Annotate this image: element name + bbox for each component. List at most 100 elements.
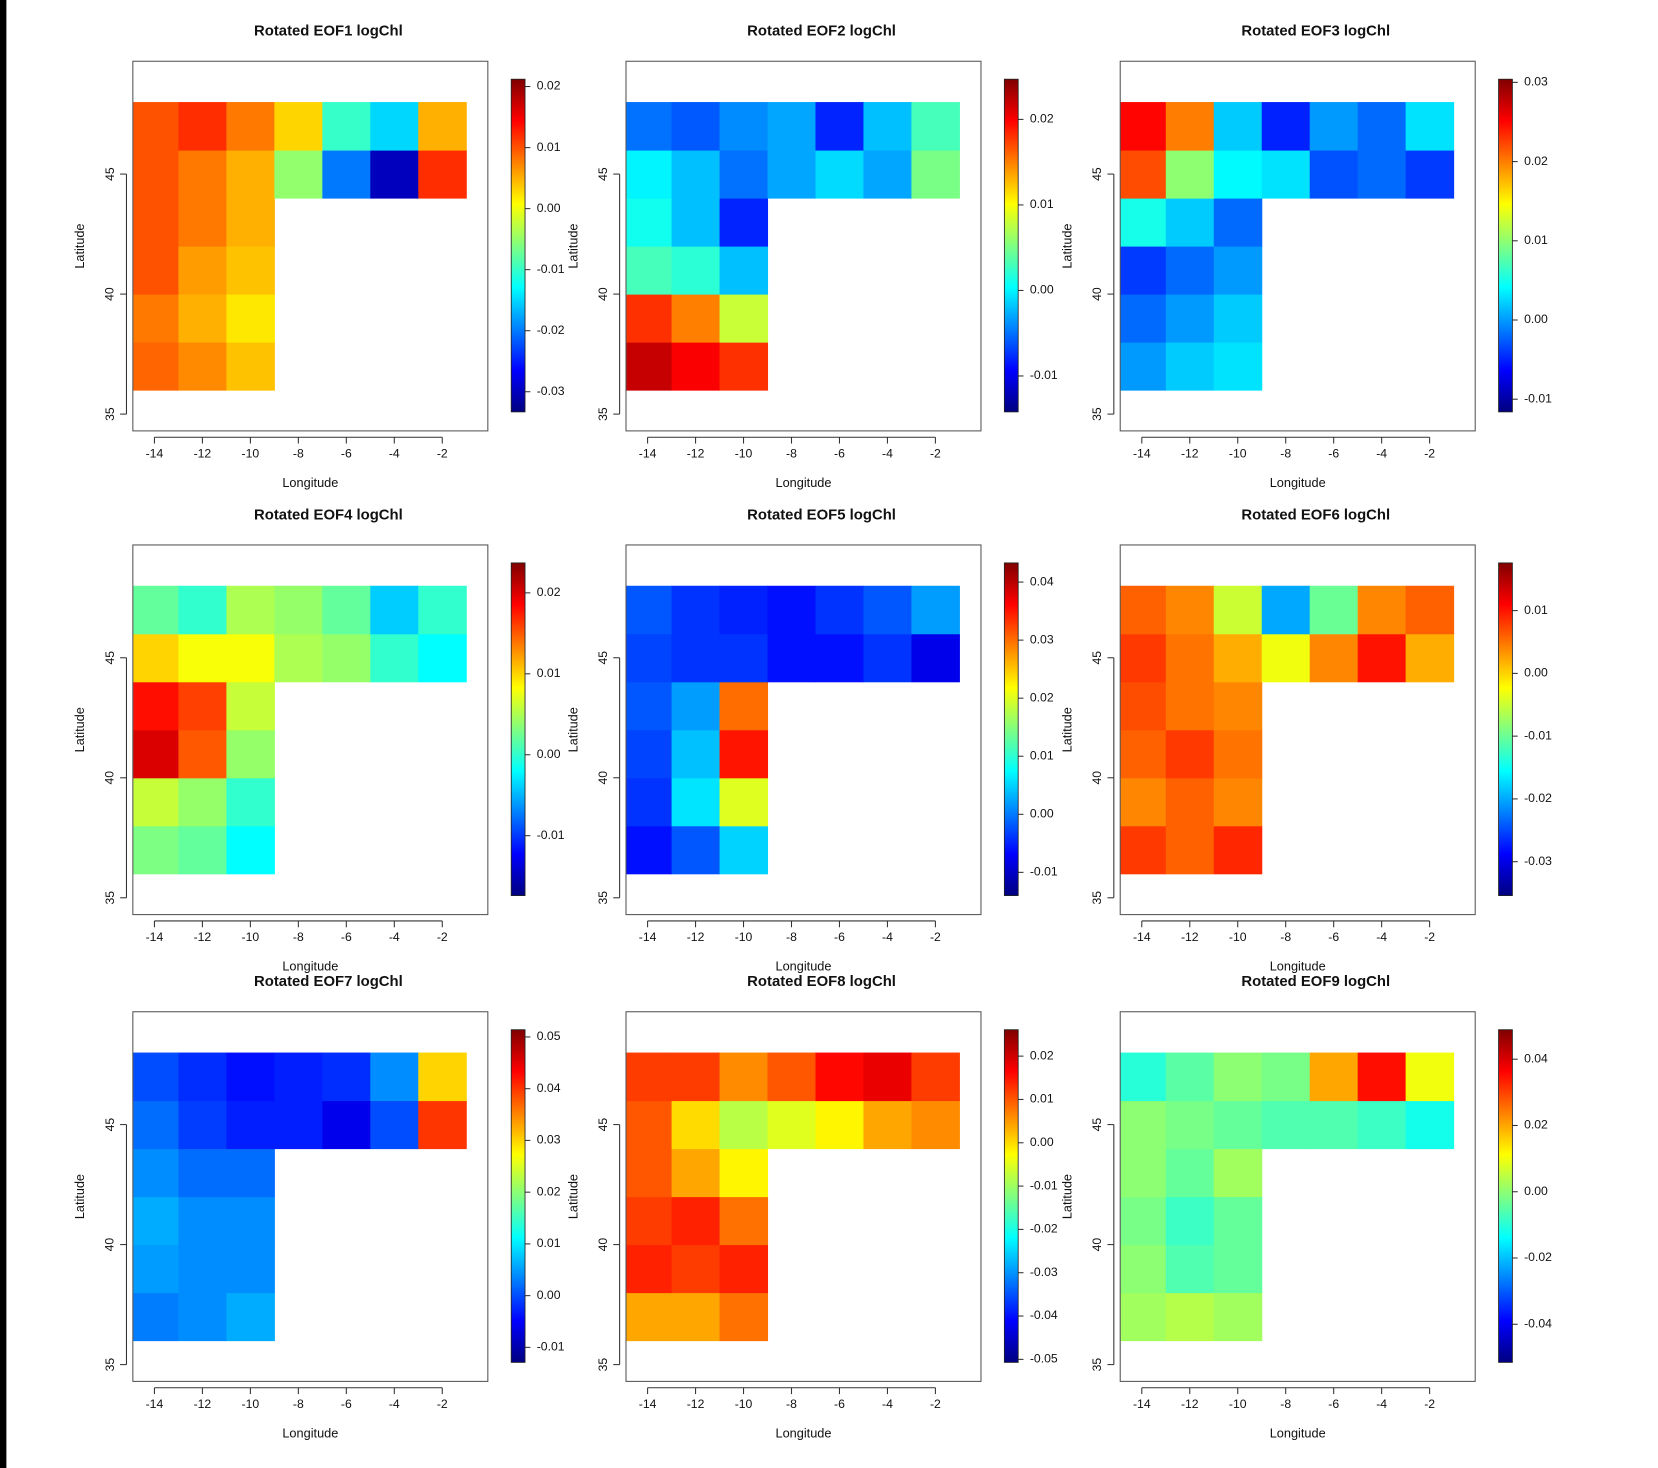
- heat-cell: [274, 150, 323, 199]
- heat-cell: [1165, 198, 1215, 247]
- x-tick-label: -4: [389, 1397, 400, 1411]
- x-tick-label: -10: [735, 1397, 753, 1411]
- x-tick-label: -6: [1328, 930, 1339, 944]
- colorbar-tick-label: 0.01: [537, 666, 561, 680]
- heat-cell: [719, 681, 769, 731]
- plot-frame: [625, 1011, 982, 1382]
- x-axis-label: Longitude: [1270, 959, 1326, 974]
- heat-cell: [671, 1052, 721, 1102]
- heat-cell: [671, 246, 721, 295]
- heat-cell: [863, 102, 912, 151]
- colorbar-tick-label: -0.01: [1030, 1178, 1058, 1192]
- y-tick-label: 45: [103, 651, 117, 665]
- heat-cell: [370, 633, 419, 683]
- heat-cell: [132, 1244, 179, 1294]
- x-tick-label: -4: [882, 446, 893, 460]
- heat-cell: [626, 585, 673, 635]
- heat-cell: [1213, 150, 1263, 199]
- heat-cell: [178, 1292, 227, 1342]
- plot-frame: [1119, 1011, 1476, 1382]
- plot-frame: [1119, 60, 1476, 432]
- heat-cell: [178, 102, 227, 151]
- heat-cell: [863, 150, 912, 199]
- heat-cell: [1165, 1148, 1215, 1198]
- heat-cell: [1165, 342, 1215, 391]
- heat-cell: [767, 633, 817, 683]
- heat-cell: [1165, 1100, 1215, 1150]
- heat-cell: [1213, 1244, 1263, 1294]
- colorbar-tick-label: -0.01: [1030, 368, 1058, 382]
- heat-cell: [226, 294, 275, 343]
- heat-cell: [178, 1244, 227, 1294]
- x-tick-label: -8: [293, 930, 304, 944]
- y-axis-label: Latitude: [565, 1174, 580, 1219]
- heat-cell: [1309, 150, 1359, 199]
- panel-title: Rotated EOF2 logChl: [747, 24, 896, 40]
- heat-cell: [626, 150, 673, 199]
- panel: Rotated EOF1 logChl -14 -12 -10 -8 -6 -4 -2 Long…: [72, 24, 565, 490]
- heat-cell: [719, 342, 769, 391]
- heat-cell: [863, 633, 912, 683]
- x-tick-label: -14: [1133, 930, 1151, 944]
- panel: Rotated EOF3 logChl -14 -12 -10 -8 -6 -4 -2 Long…: [1059, 24, 1552, 490]
- colorbar: [1003, 1029, 1019, 1363]
- x-tick-label: -12: [1181, 1397, 1199, 1411]
- heat-cell: [370, 150, 419, 199]
- heat-cell: [226, 585, 275, 635]
- colorbar-tick-label: -0.05: [1030, 1352, 1058, 1366]
- heat-cell: [671, 342, 721, 391]
- heat-cell: [1213, 825, 1263, 875]
- x-tick-label: -14: [639, 446, 657, 460]
- colorbar: [1498, 1029, 1513, 1363]
- heat-cell: [1357, 1052, 1407, 1102]
- y-tick-label: 35: [596, 1358, 610, 1372]
- heat-cell: [1213, 681, 1263, 731]
- heat-cell: [322, 585, 371, 635]
- heat-cell: [1165, 825, 1215, 875]
- x-tick-label: -8: [786, 1397, 797, 1411]
- x-tick-label: -12: [687, 446, 705, 460]
- y-tick-label: 35: [596, 891, 610, 905]
- heat-cell: [226, 1148, 275, 1198]
- panel-title: Rotated EOF4 logChl: [254, 507, 403, 523]
- heatmap: [626, 1052, 960, 1342]
- colorbar: [1498, 78, 1513, 413]
- heat-cell: [1120, 246, 1167, 295]
- heat-cell: [719, 1100, 769, 1150]
- heat-cell: [626, 1100, 673, 1150]
- colorbar-tick-label: -0.02: [1524, 1250, 1552, 1264]
- panel-title: Rotated EOF6 logChl: [1241, 507, 1390, 523]
- panel: Rotated EOF6 logChl -14 -12 -10 -8 -6 -4 -2 Long…: [1059, 507, 1552, 973]
- heat-cell: [1165, 585, 1215, 635]
- heat-cell: [1165, 777, 1215, 827]
- x-tick-label: -2: [930, 930, 941, 944]
- heat-cell: [132, 294, 179, 343]
- colorbar-tick-label: 0.01: [1524, 233, 1548, 247]
- heat-cell: [370, 1052, 419, 1102]
- heat-cell: [1213, 102, 1263, 151]
- heat-cell: [671, 150, 721, 199]
- x-tick-label: -2: [437, 1397, 448, 1411]
- heat-cell: [671, 1148, 721, 1198]
- x-tick-label: -6: [834, 446, 845, 460]
- heat-cell: [1120, 633, 1167, 683]
- y-tick-label: 40: [103, 771, 117, 785]
- heat-cell: [1309, 1052, 1359, 1102]
- heat-cell: [1165, 1244, 1215, 1294]
- heat-cell: [178, 150, 227, 199]
- heat-cell: [418, 102, 467, 151]
- heat-cell: [626, 342, 673, 391]
- colorbar-tick-label: 0.05: [537, 1029, 561, 1043]
- panel-title: Rotated EOF1 logChl: [254, 24, 403, 40]
- heat-cell: [626, 1148, 673, 1198]
- colorbar-tick-label: 0.00: [1524, 312, 1548, 326]
- colorbar-tick-label: -0.02: [537, 323, 565, 337]
- heat-cell: [178, 246, 227, 295]
- heat-cell: [1261, 585, 1311, 635]
- heat-cell: [1405, 1052, 1455, 1102]
- panel: Rotated EOF5 logChl -14 -12 -10 -8 -6 -4 -2 Long…: [565, 507, 1058, 973]
- y-tick-label: 45: [1090, 167, 1104, 181]
- heat-cell: [719, 777, 769, 827]
- heat-cell: [815, 102, 864, 151]
- x-tick-label: -2: [1424, 930, 1435, 944]
